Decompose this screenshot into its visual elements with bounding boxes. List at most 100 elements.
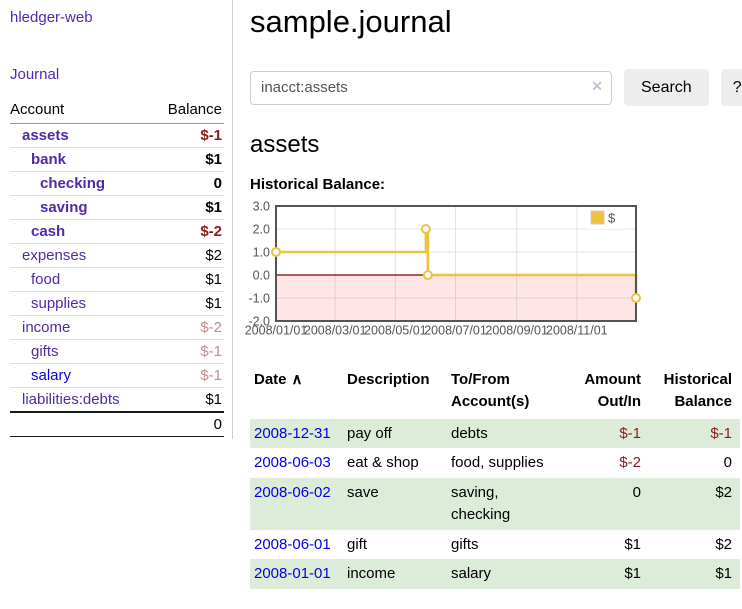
svg-text:0.0: 0.0 — [253, 269, 270, 283]
transaction-accounts: gifts — [451, 535, 479, 553]
account-link[interactable]: bank — [31, 151, 67, 168]
account-balance: $-2 — [152, 219, 224, 244]
account-balance: $1 — [152, 387, 224, 412]
account-link[interactable]: cash — [31, 223, 66, 240]
transaction-date-cell: 2008-06-03 — [250, 448, 347, 478]
transaction-row: 2008-12-31 pay off debts $-1 $-1 — [250, 418, 740, 449]
account-row: bank $1 — [10, 147, 224, 172]
transactions-header-balance: Historical Balance — [663, 371, 732, 410]
account-cell: cash — [10, 219, 153, 244]
transaction-row: 2008-06-02 save saving, checking 0 $2 — [250, 478, 740, 530]
account-cell: income — [10, 315, 153, 340]
transaction-row: 2008-01-01 income salary $1 $1 — [250, 559, 740, 589]
account-row: expenses $2 — [10, 243, 224, 268]
account-row: income $-2 — [10, 315, 224, 340]
page-title: sample.journal — [250, 4, 452, 39]
transaction-date-cell: 2008-01-01 — [250, 559, 347, 589]
chart-title: Historical Balance: — [250, 176, 386, 193]
accounts-total-spacer — [10, 411, 153, 437]
account-link[interactable]: food — [31, 271, 61, 288]
account-row: saving $1 — [10, 195, 224, 220]
transactions-table: Date ∧ Description To/From Account(s) Amo… — [250, 365, 740, 589]
account-row: assets $-1 — [10, 124, 224, 148]
account-row: food $1 — [10, 267, 224, 292]
account-balance: $2 — [152, 243, 224, 268]
transaction-row: 2008-06-01 gift gifts $1 $2 — [250, 530, 740, 560]
accounts-table-body: assets $-1 bank $1 checking 0 saving $1 cash $-2 e… — [10, 124, 224, 412]
transaction-date-cell: 2008-06-02 — [250, 478, 347, 530]
account-cell: gifts — [10, 339, 153, 364]
transaction-date-link[interactable]: 2008-12-31 — [254, 424, 331, 442]
account-cell: liabilities:debts — [10, 387, 153, 412]
transaction-amount: $1 — [624, 535, 641, 553]
sidebar-nav: Journal — [10, 26, 224, 83]
svg-text:$: $ — [608, 211, 616, 226]
transaction-date-link[interactable]: 2008-06-03 — [254, 454, 331, 472]
transaction-accounts: food, supplies — [451, 454, 544, 472]
transaction-date-cell: 2008-06-01 — [250, 530, 347, 560]
svg-text:2008/11/01: 2008/11/01 — [546, 324, 608, 338]
accounts-total-value: 0 — [152, 411, 224, 437]
search-input-wrap: ✕ — [250, 70, 612, 105]
account-link[interactable]: assets — [22, 127, 69, 144]
svg-text:2008/05/01: 2008/05/01 — [364, 324, 427, 338]
account-link[interactable]: checking — [40, 175, 106, 192]
transaction-amount: $-2 — [619, 454, 641, 472]
sidebar: hledger-web Journal Account Balance asse… — [0, 0, 233, 439]
account-balance: $-1 — [152, 363, 224, 388]
account-balance: $-1 — [200, 127, 222, 144]
account-balance: $-1 — [152, 339, 224, 364]
nav-journal-link[interactable]: Journal — [10, 66, 60, 83]
accounts-header-row: Account Balance — [10, 98, 224, 124]
help-button[interactable]: ? — [720, 69, 742, 106]
account-link[interactable]: supplies — [31, 295, 87, 312]
transaction-row: 2008-06-03 eat & shop food, supplies $-2 0 — [250, 448, 740, 478]
account-link[interactable]: gifts — [31, 343, 59, 360]
transactions-header-description: Description — [347, 371, 430, 388]
svg-text:2008/07/01: 2008/07/01 — [424, 324, 487, 338]
account-link[interactable]: salary — [31, 367, 72, 384]
account-row: cash $-2 — [10, 219, 224, 244]
search-button[interactable]: Search — [624, 69, 709, 106]
account-row: salary $-1 — [10, 363, 224, 388]
transaction-date-link[interactable]: 2008-06-01 — [254, 535, 331, 553]
app-title-link[interactable]: hledger-web — [10, 9, 93, 26]
account-link[interactable]: saving — [40, 199, 88, 216]
account-balance: $1 — [152, 147, 224, 172]
transactions-header-date[interactable]: Date ∧ — [254, 371, 303, 388]
account-row: liabilities:debts $1 — [10, 387, 224, 412]
svg-text:2.0: 2.0 — [253, 223, 270, 237]
transactions-table-body: 2008-12-31 pay off debts $-1 $-1 2008-06-03 ea… — [250, 418, 740, 589]
transaction-date-link[interactable]: 2008-01-01 — [254, 565, 331, 583]
transaction-balance: 0 — [723, 454, 732, 472]
account-heading: assets — [250, 131, 320, 158]
account-row: checking 0 — [10, 171, 224, 196]
transactions-header-row: Date ∧ Description To/From Account(s) Amo… — [250, 365, 740, 419]
chart-container: 3.0 2.0 1.0 0.0 -1.0 -2.0 2008/01/01 2008/03/01… — [240, 200, 742, 350]
transactions-header-accounts: To/From Account(s) — [451, 371, 530, 410]
account-balance: $-2 — [152, 315, 224, 340]
svg-text:-2.0: -2.0 — [248, 315, 270, 329]
account-balance: 0 — [152, 171, 224, 196]
account-link[interactable]: liabilities:debts — [22, 391, 120, 408]
transaction-description: pay off — [347, 424, 392, 442]
transactions-header-amount: Amount Out/In — [584, 371, 641, 410]
account-cell: supplies — [10, 291, 153, 316]
account-link[interactable]: income — [22, 319, 71, 336]
account-link[interactable]: expenses — [22, 247, 87, 264]
accounts-header-balance: Balance — [152, 98, 224, 124]
search-bar: ✕ Search ? — [250, 69, 742, 106]
svg-text:2008/03/01: 2008/03/01 — [304, 324, 367, 338]
account-cell: salary — [10, 363, 153, 388]
svg-text:2008/09/01: 2008/09/01 — [485, 324, 548, 338]
search-input[interactable] — [250, 70, 612, 105]
transaction-accounts: debts — [451, 424, 488, 442]
svg-text:2008/01/01: 2008/01/01 — [245, 324, 308, 338]
clear-search-icon[interactable]: ✕ — [591, 77, 603, 94]
transaction-amount: 0 — [632, 484, 641, 501]
transaction-date-cell: 2008-12-31 — [250, 419, 347, 449]
transaction-accounts: saving, checking — [451, 484, 511, 523]
transaction-date-link[interactable]: 2008-06-02 — [254, 484, 331, 501]
svg-text:-1.0: -1.0 — [248, 292, 270, 306]
